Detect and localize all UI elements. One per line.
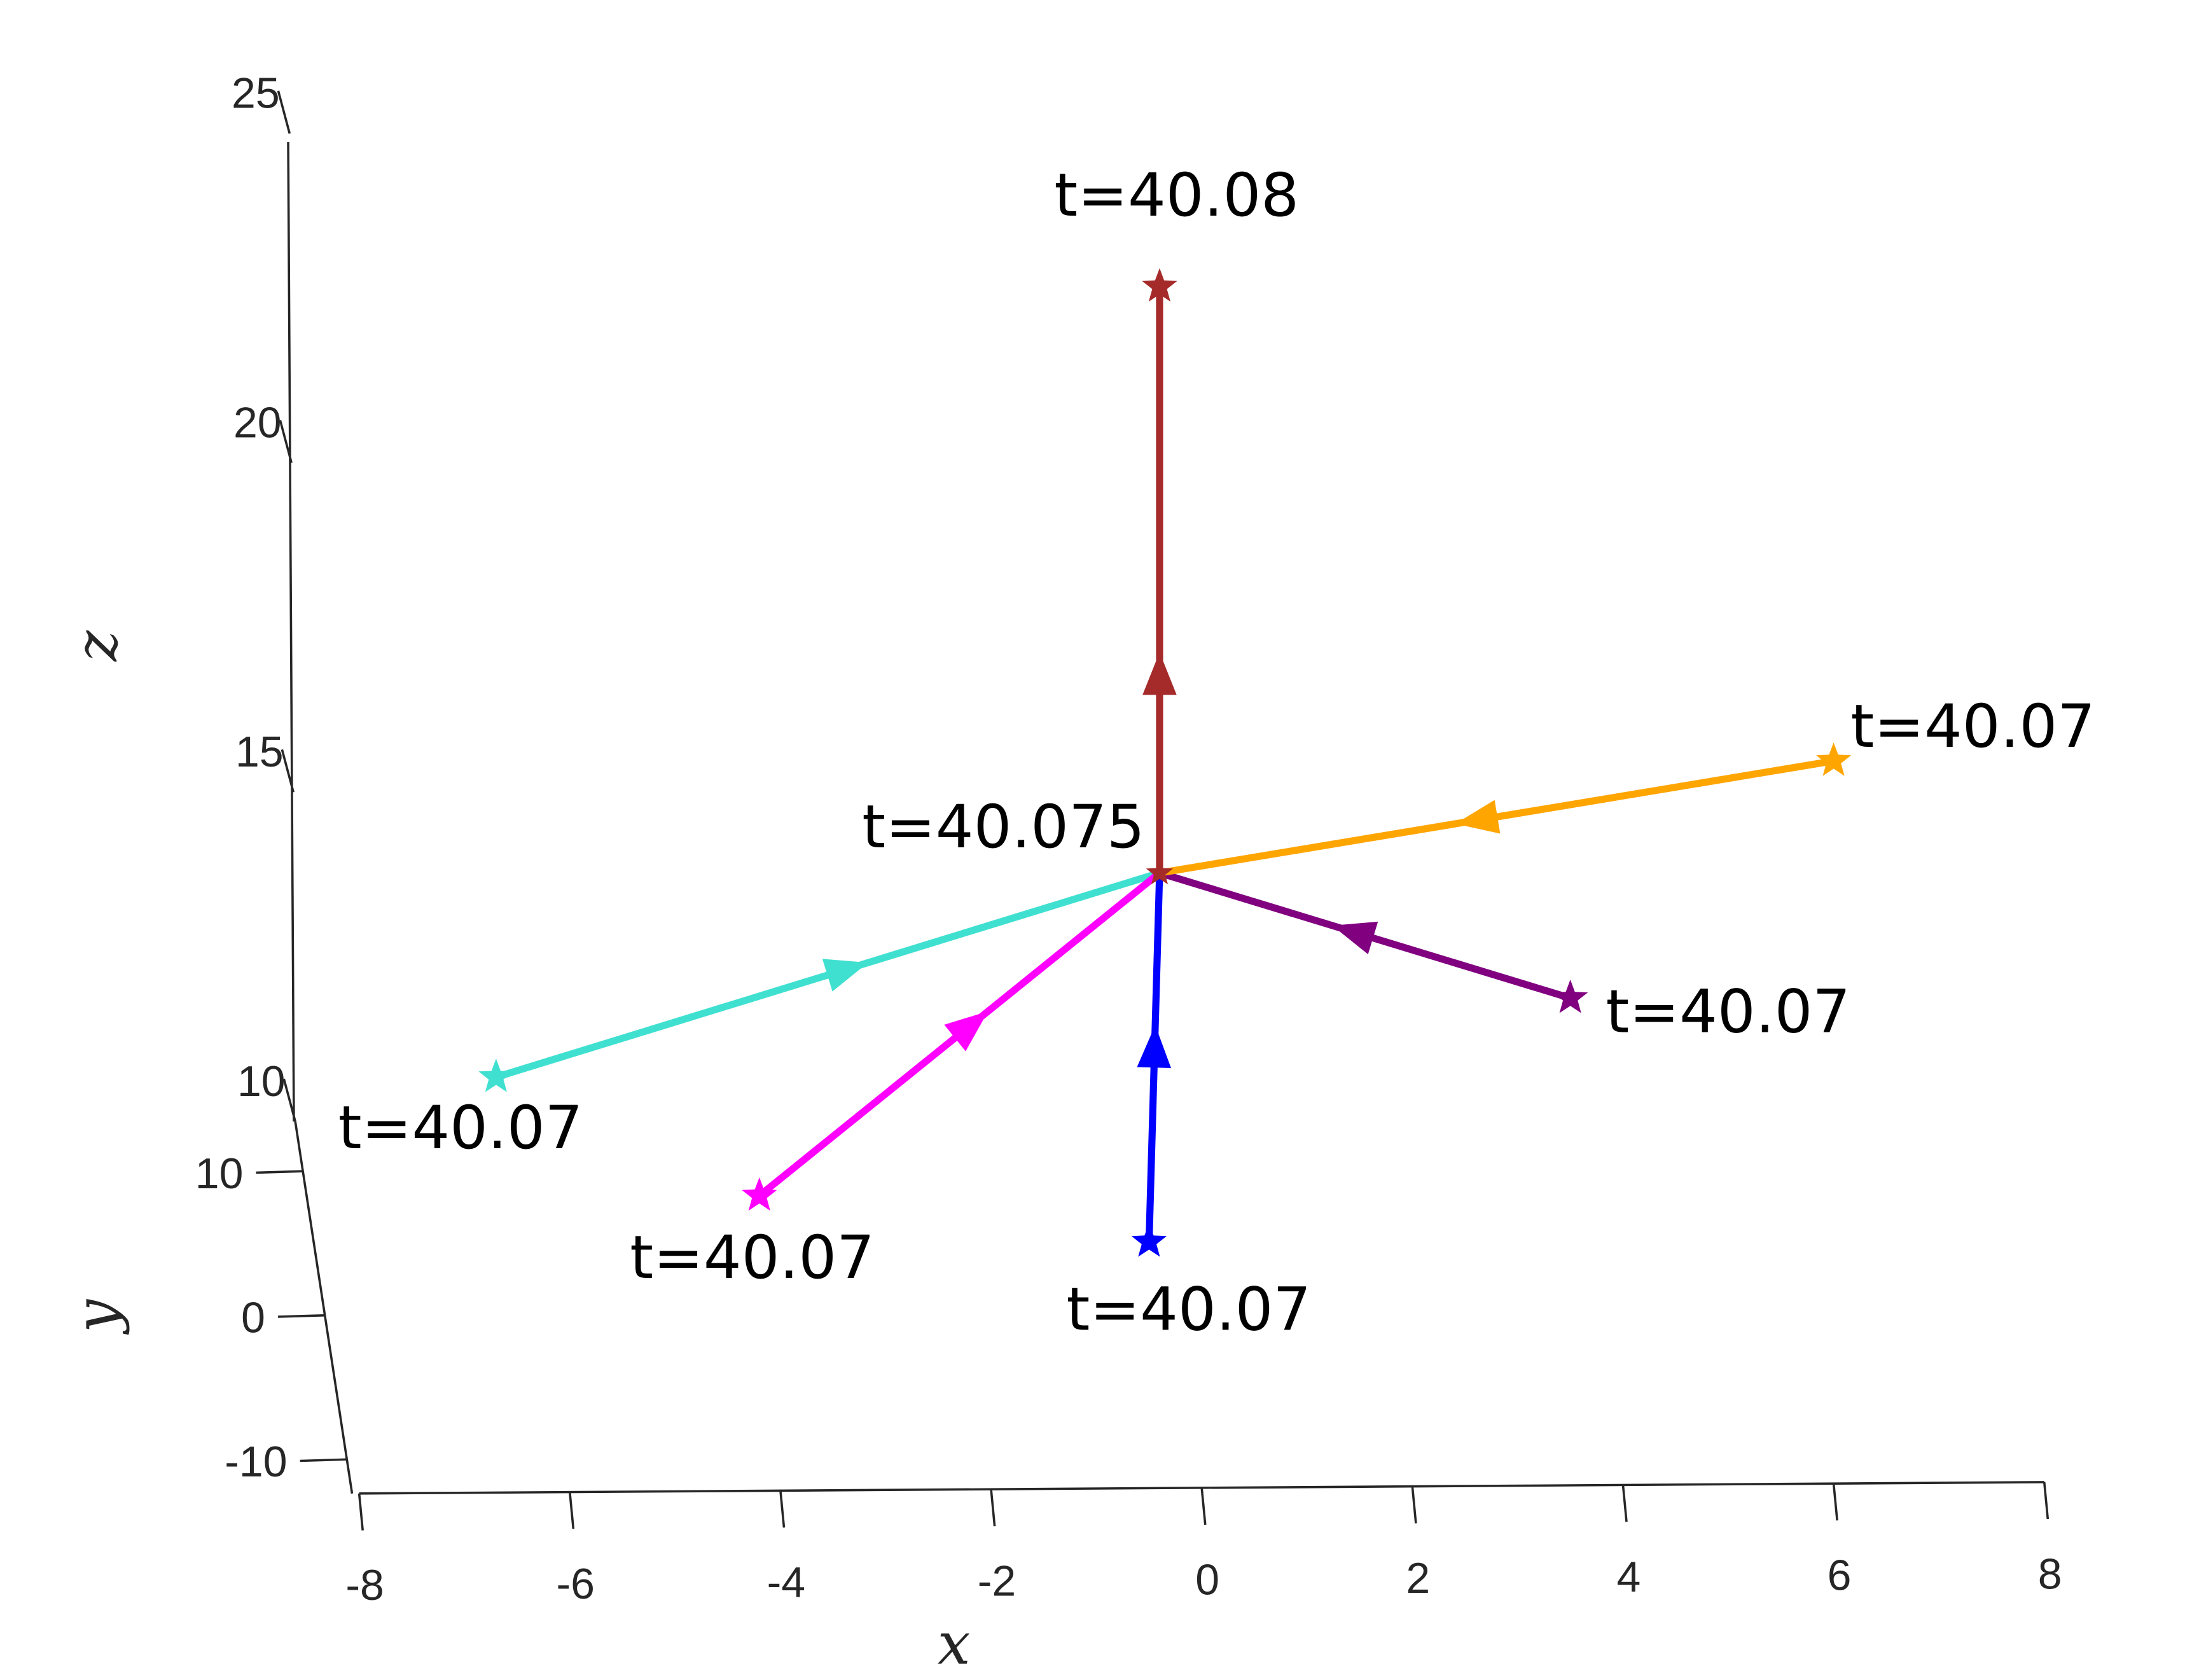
x-tick-label: 2 <box>1406 1554 1430 1602</box>
x-tick-label: 4 <box>1616 1553 1641 1601</box>
x-tick-label: -8 <box>345 1561 384 1609</box>
series-arrow-2 <box>1137 1025 1171 1069</box>
series-arrow-4 <box>1455 800 1501 834</box>
x-axis-label: x <box>938 1610 971 1678</box>
x-tick <box>1411 1486 1417 1524</box>
x-tick <box>2043 1482 2050 1520</box>
z-axis-line <box>287 142 295 1122</box>
point-labels-group: t=40.07 t=40.07 t=40.07 t=40.07 t=40.07 t=40.… <box>338 161 2095 1344</box>
series-arrow-0 <box>822 959 868 992</box>
center-point-label: t=40.075 <box>862 793 1145 862</box>
series-point-label-3: t=40.07 <box>1606 978 1850 1047</box>
center-marker <box>1146 858 1174 885</box>
axes-group: -8 -6 -4 -2 0 2 4 6 8 x -10 0 10 y 10 15 20 25 z <box>62 69 2062 1678</box>
y-axis-label: y <box>62 1299 130 1335</box>
series-point-label-4: t=40.07 <box>1850 692 2095 761</box>
series-point-label-2: t=40.07 <box>1067 1275 1312 1345</box>
z-tick <box>279 420 293 464</box>
series-arrow-3 <box>1332 921 1378 955</box>
x-tick-label: 8 <box>2038 1550 2062 1598</box>
series-arrow-5 <box>1142 652 1177 695</box>
y-tick-label: 10 <box>195 1149 244 1198</box>
x-tick <box>1200 1487 1207 1525</box>
z-tick <box>281 749 295 793</box>
z-tick-label: 20 <box>233 398 282 447</box>
x-tick-label: 6 <box>1828 1552 1852 1600</box>
x-tick <box>1832 1483 1838 1521</box>
series-start-marker-2 <box>1131 1223 1167 1257</box>
series-start-marker-5 <box>1142 268 1177 302</box>
x-tick <box>779 1490 786 1528</box>
z-tick <box>277 90 291 134</box>
x-tick <box>990 1489 996 1527</box>
series-start-marker-4 <box>1816 742 1852 776</box>
series-arrow-1 <box>944 1011 989 1052</box>
z-axis-label: z <box>62 630 130 662</box>
y-tick <box>256 1170 303 1174</box>
series-start-marker-3 <box>1553 980 1588 1013</box>
x-tick-label: 0 <box>1195 1555 1219 1604</box>
series-group <box>478 268 1852 1257</box>
z-tick-label: 15 <box>235 728 284 776</box>
z-tick-label: 25 <box>232 69 280 118</box>
x-axis-line <box>359 1481 2044 1495</box>
x-tick-label: -2 <box>978 1557 1016 1606</box>
series-point-label-5: t=40.08 <box>1054 161 1299 230</box>
y-tick <box>300 1458 347 1462</box>
x-tick <box>1621 1485 1628 1522</box>
y-tick-label: -10 <box>225 1438 287 1486</box>
z-tick-label: 10 <box>237 1057 286 1106</box>
y-axis-line <box>294 1121 354 1494</box>
y-tick-label: 0 <box>241 1294 265 1342</box>
series-point-label-0: t=40.07 <box>338 1093 583 1163</box>
x-tick-label: -4 <box>767 1559 805 1607</box>
x-tick-label: -6 <box>556 1560 594 1608</box>
y-tick <box>278 1314 325 1318</box>
series-point-label-1: t=40.07 <box>630 1223 875 1293</box>
z-tick <box>282 1078 296 1122</box>
x-tick <box>357 1493 364 1531</box>
series-start-marker-0 <box>478 1059 514 1092</box>
series-start-marker-1 <box>742 1177 777 1211</box>
x-tick <box>568 1492 575 1529</box>
